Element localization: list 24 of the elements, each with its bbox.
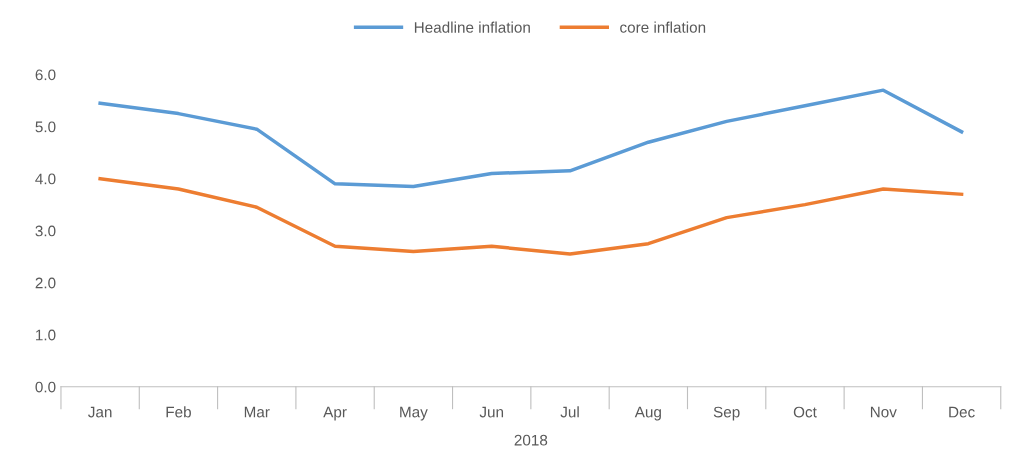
x-tick-label: Jul	[560, 406, 579, 418]
x-tick-label: Oct	[793, 406, 817, 418]
y-tick-label: 3.0	[35, 225, 56, 237]
y-tick-label: 1.0	[36, 329, 56, 341]
y-tick-label: 5.0	[35, 121, 56, 133]
line-series	[98, 88, 964, 189]
x-tick-label: Nov	[870, 406, 897, 418]
x-tick-label: May	[400, 406, 428, 421]
x-tick-label: Aug	[634, 406, 661, 421]
x-tick-label: Feb	[166, 406, 191, 418]
y-tick-label: 4.0	[35, 173, 56, 185]
y-tick-label: 2.0	[35, 277, 56, 289]
x-tick-label: Sep	[713, 406, 740, 421]
line-series	[98, 176, 964, 256]
legend-label: core inflation	[620, 21, 706, 33]
legend-label: Headline inflation	[414, 21, 530, 33]
x-tick-label: Jun	[479, 406, 504, 418]
x-tick-label: Dec	[949, 406, 975, 418]
x-tick-label: Jan	[88, 406, 112, 418]
x-tick-label: Apr	[323, 406, 347, 421]
x-axis-title: 2018	[514, 434, 548, 446]
y-tick-label: 0.0	[35, 381, 56, 393]
y-tick-label: 6.0	[35, 69, 56, 81]
x-tick-label: Mar	[244, 406, 270, 418]
